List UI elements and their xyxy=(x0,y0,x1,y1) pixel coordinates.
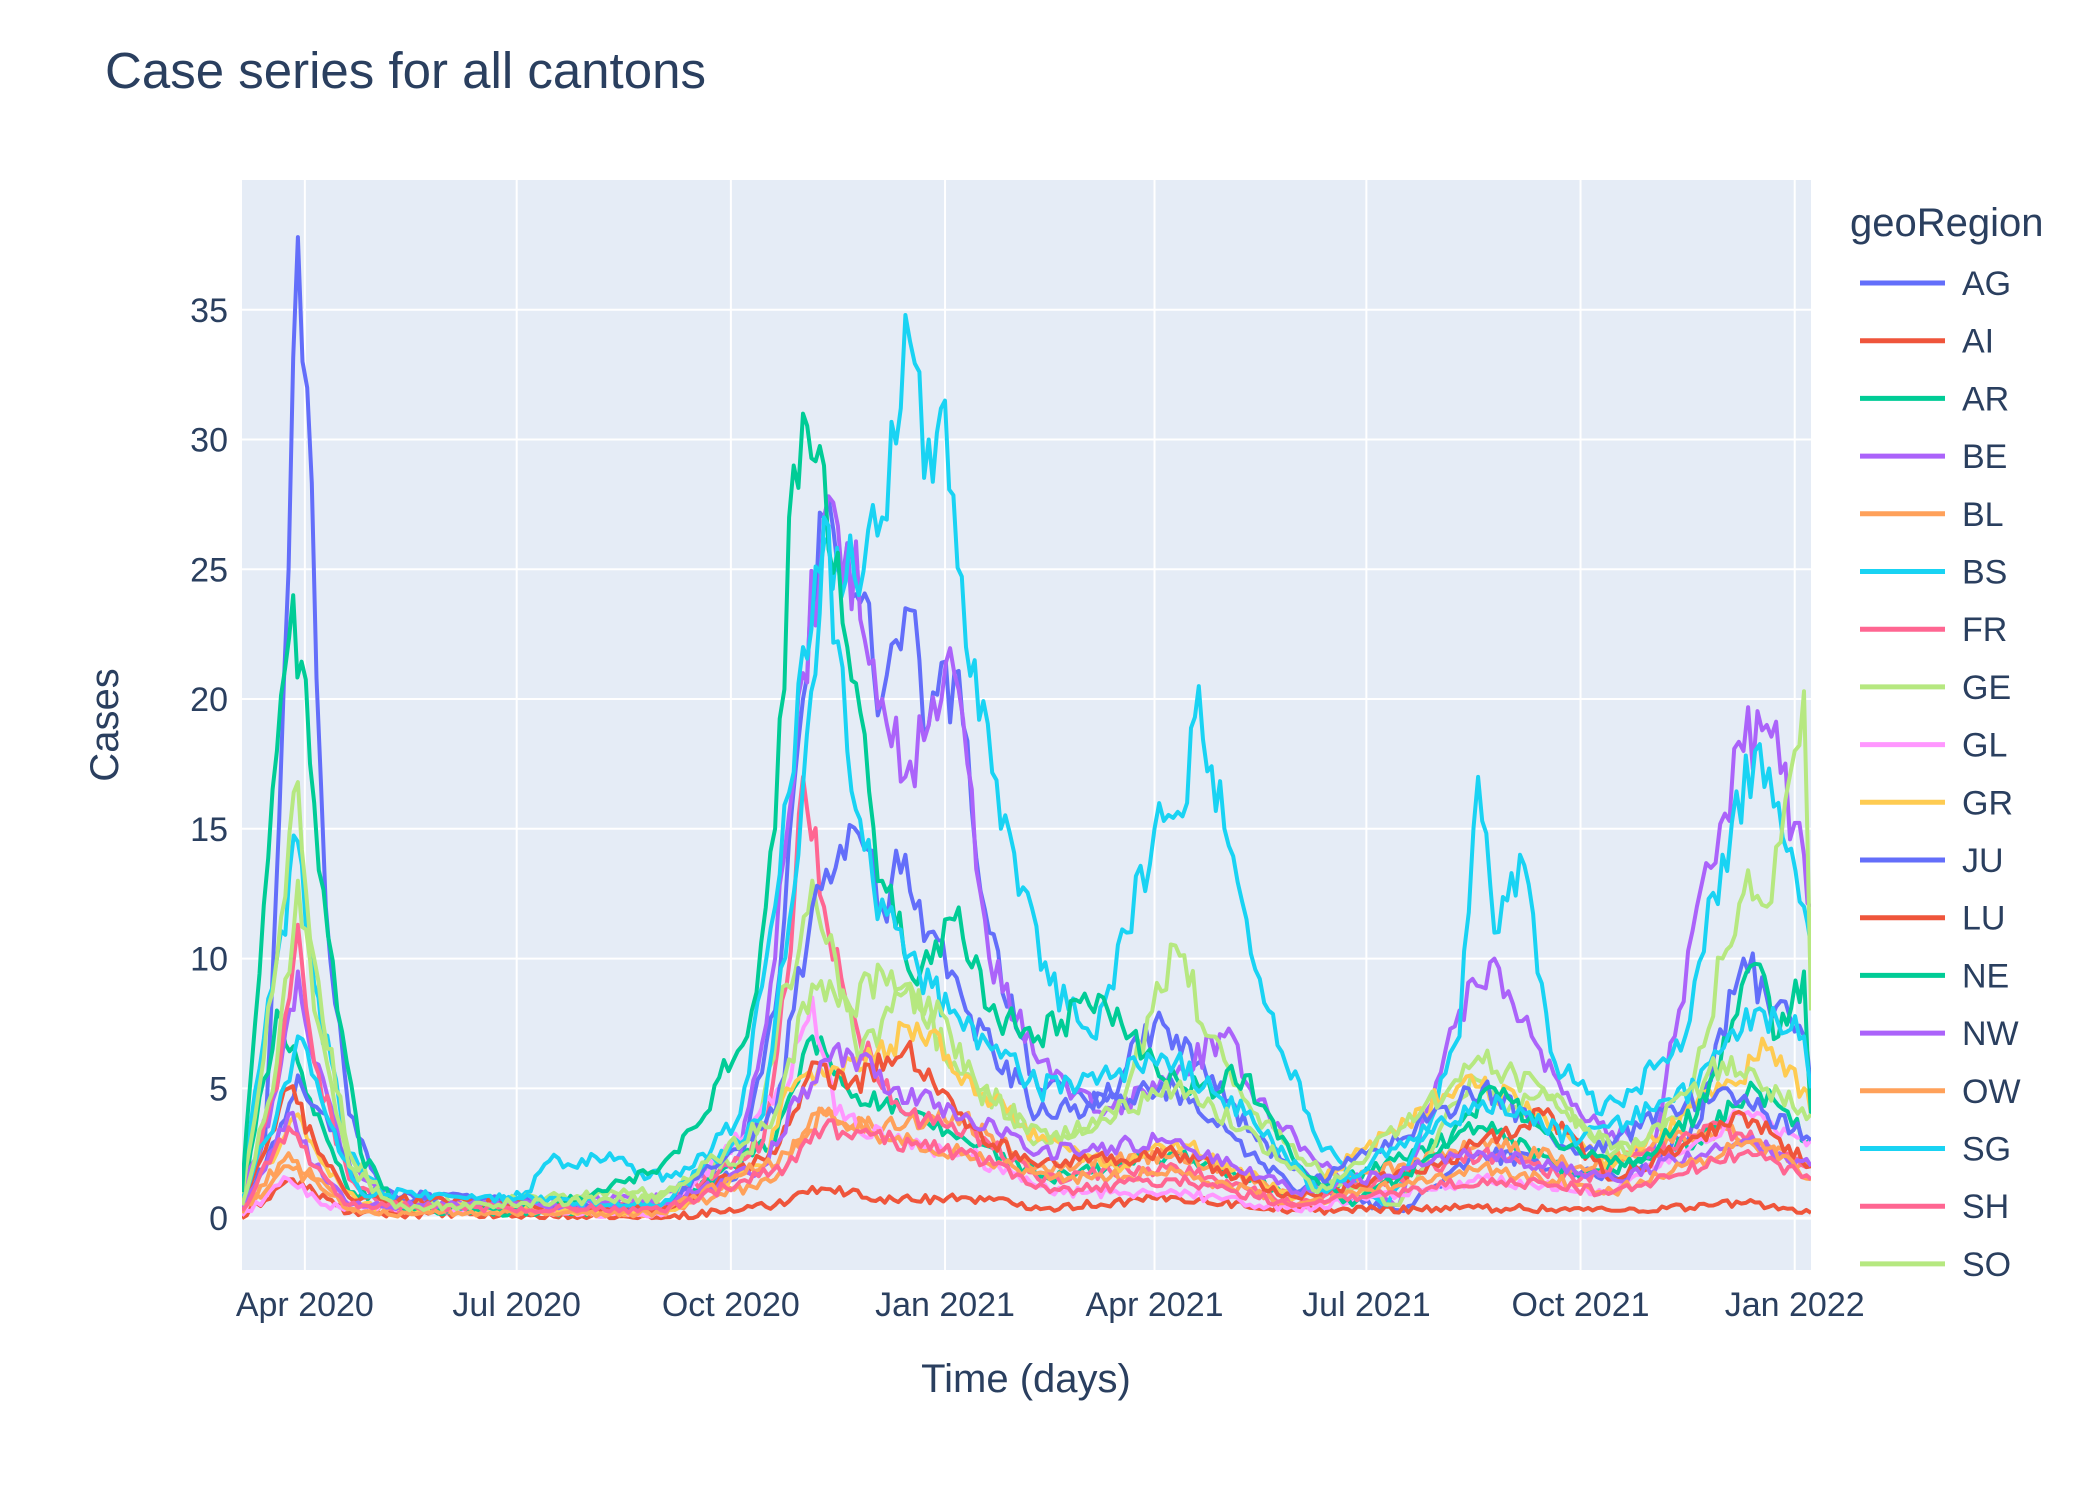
x-tick-label: Jul 2021 xyxy=(1302,1286,1431,1324)
y-axis-title: Cases xyxy=(83,668,127,781)
chart-title: Case series for all cantons xyxy=(105,42,706,99)
x-tick-label: Apr 2020 xyxy=(236,1286,374,1324)
legend-item-ne[interactable]: NE xyxy=(1962,957,2009,995)
x-tick-label: Jan 2021 xyxy=(875,1286,1015,1324)
legend: AG AI AR BE BL BS FR GE GL GR JU LU NE NW OW SG SH SO xyxy=(1860,265,2021,1284)
y-tick-label: 20 xyxy=(190,681,228,719)
legend-title: geoRegion xyxy=(1850,201,2044,245)
x-axis-title: Time (days) xyxy=(921,1357,1131,1401)
legend-item-so[interactable]: SO xyxy=(1962,1246,2011,1284)
legend-item-bs[interactable]: BS xyxy=(1962,554,2007,592)
x-axis: Apr 2020 Jul 2020 Oct 2020 Jan 2021 Apr 2021… xyxy=(236,1286,1865,1324)
legend-item-be[interactable]: BE xyxy=(1962,438,2007,476)
series-lines xyxy=(242,235,1811,1221)
series-line-so xyxy=(242,878,1811,1213)
x-tick-label: Oct 2020 xyxy=(662,1286,800,1324)
legend-item-gl[interactable]: GL xyxy=(1962,727,2007,765)
x-tick-label: Jan 2022 xyxy=(1725,1286,1865,1324)
y-tick-label: 5 xyxy=(209,1070,228,1108)
y-tick-label: 25 xyxy=(190,551,228,589)
x-tick-label: Jul 2020 xyxy=(452,1286,581,1324)
y-axis: 0 5 10 15 20 25 30 35 xyxy=(190,292,228,1238)
legend-item-gr[interactable]: GR xyxy=(1962,784,2013,822)
legend-item-bl[interactable]: BL xyxy=(1962,496,2004,534)
legend-item-ar[interactable]: AR xyxy=(1962,380,2009,418)
legend-item-ju[interactable]: JU xyxy=(1962,842,2004,880)
x-tick-label: Apr 2021 xyxy=(1086,1286,1224,1324)
legend-item-ag[interactable]: AG xyxy=(1962,265,2011,303)
legend-item-nw[interactable]: NW xyxy=(1962,1015,2019,1053)
y-tick-label: 0 xyxy=(209,1200,228,1238)
legend-item-ow[interactable]: OW xyxy=(1962,1073,2021,1111)
y-tick-label: 15 xyxy=(190,811,228,849)
legend-item-ai[interactable]: AI xyxy=(1962,323,1994,361)
series-line-sg xyxy=(242,515,1811,1209)
legend-item-fr[interactable]: FR xyxy=(1962,611,2007,649)
series-line-ow xyxy=(242,1106,1811,1219)
legend-item-sh[interactable]: SH xyxy=(1962,1188,2009,1226)
legend-item-ge[interactable]: GE xyxy=(1962,669,2011,707)
y-tick-label: 30 xyxy=(190,422,228,460)
x-tick-label: Oct 2021 xyxy=(1512,1286,1650,1324)
y-tick-label: 35 xyxy=(190,292,228,330)
legend-item-lu[interactable]: LU xyxy=(1962,900,2005,938)
series-line-ne xyxy=(242,411,1811,1216)
y-tick-label: 10 xyxy=(190,941,228,979)
legend-item-sg[interactable]: SG xyxy=(1962,1131,2011,1169)
